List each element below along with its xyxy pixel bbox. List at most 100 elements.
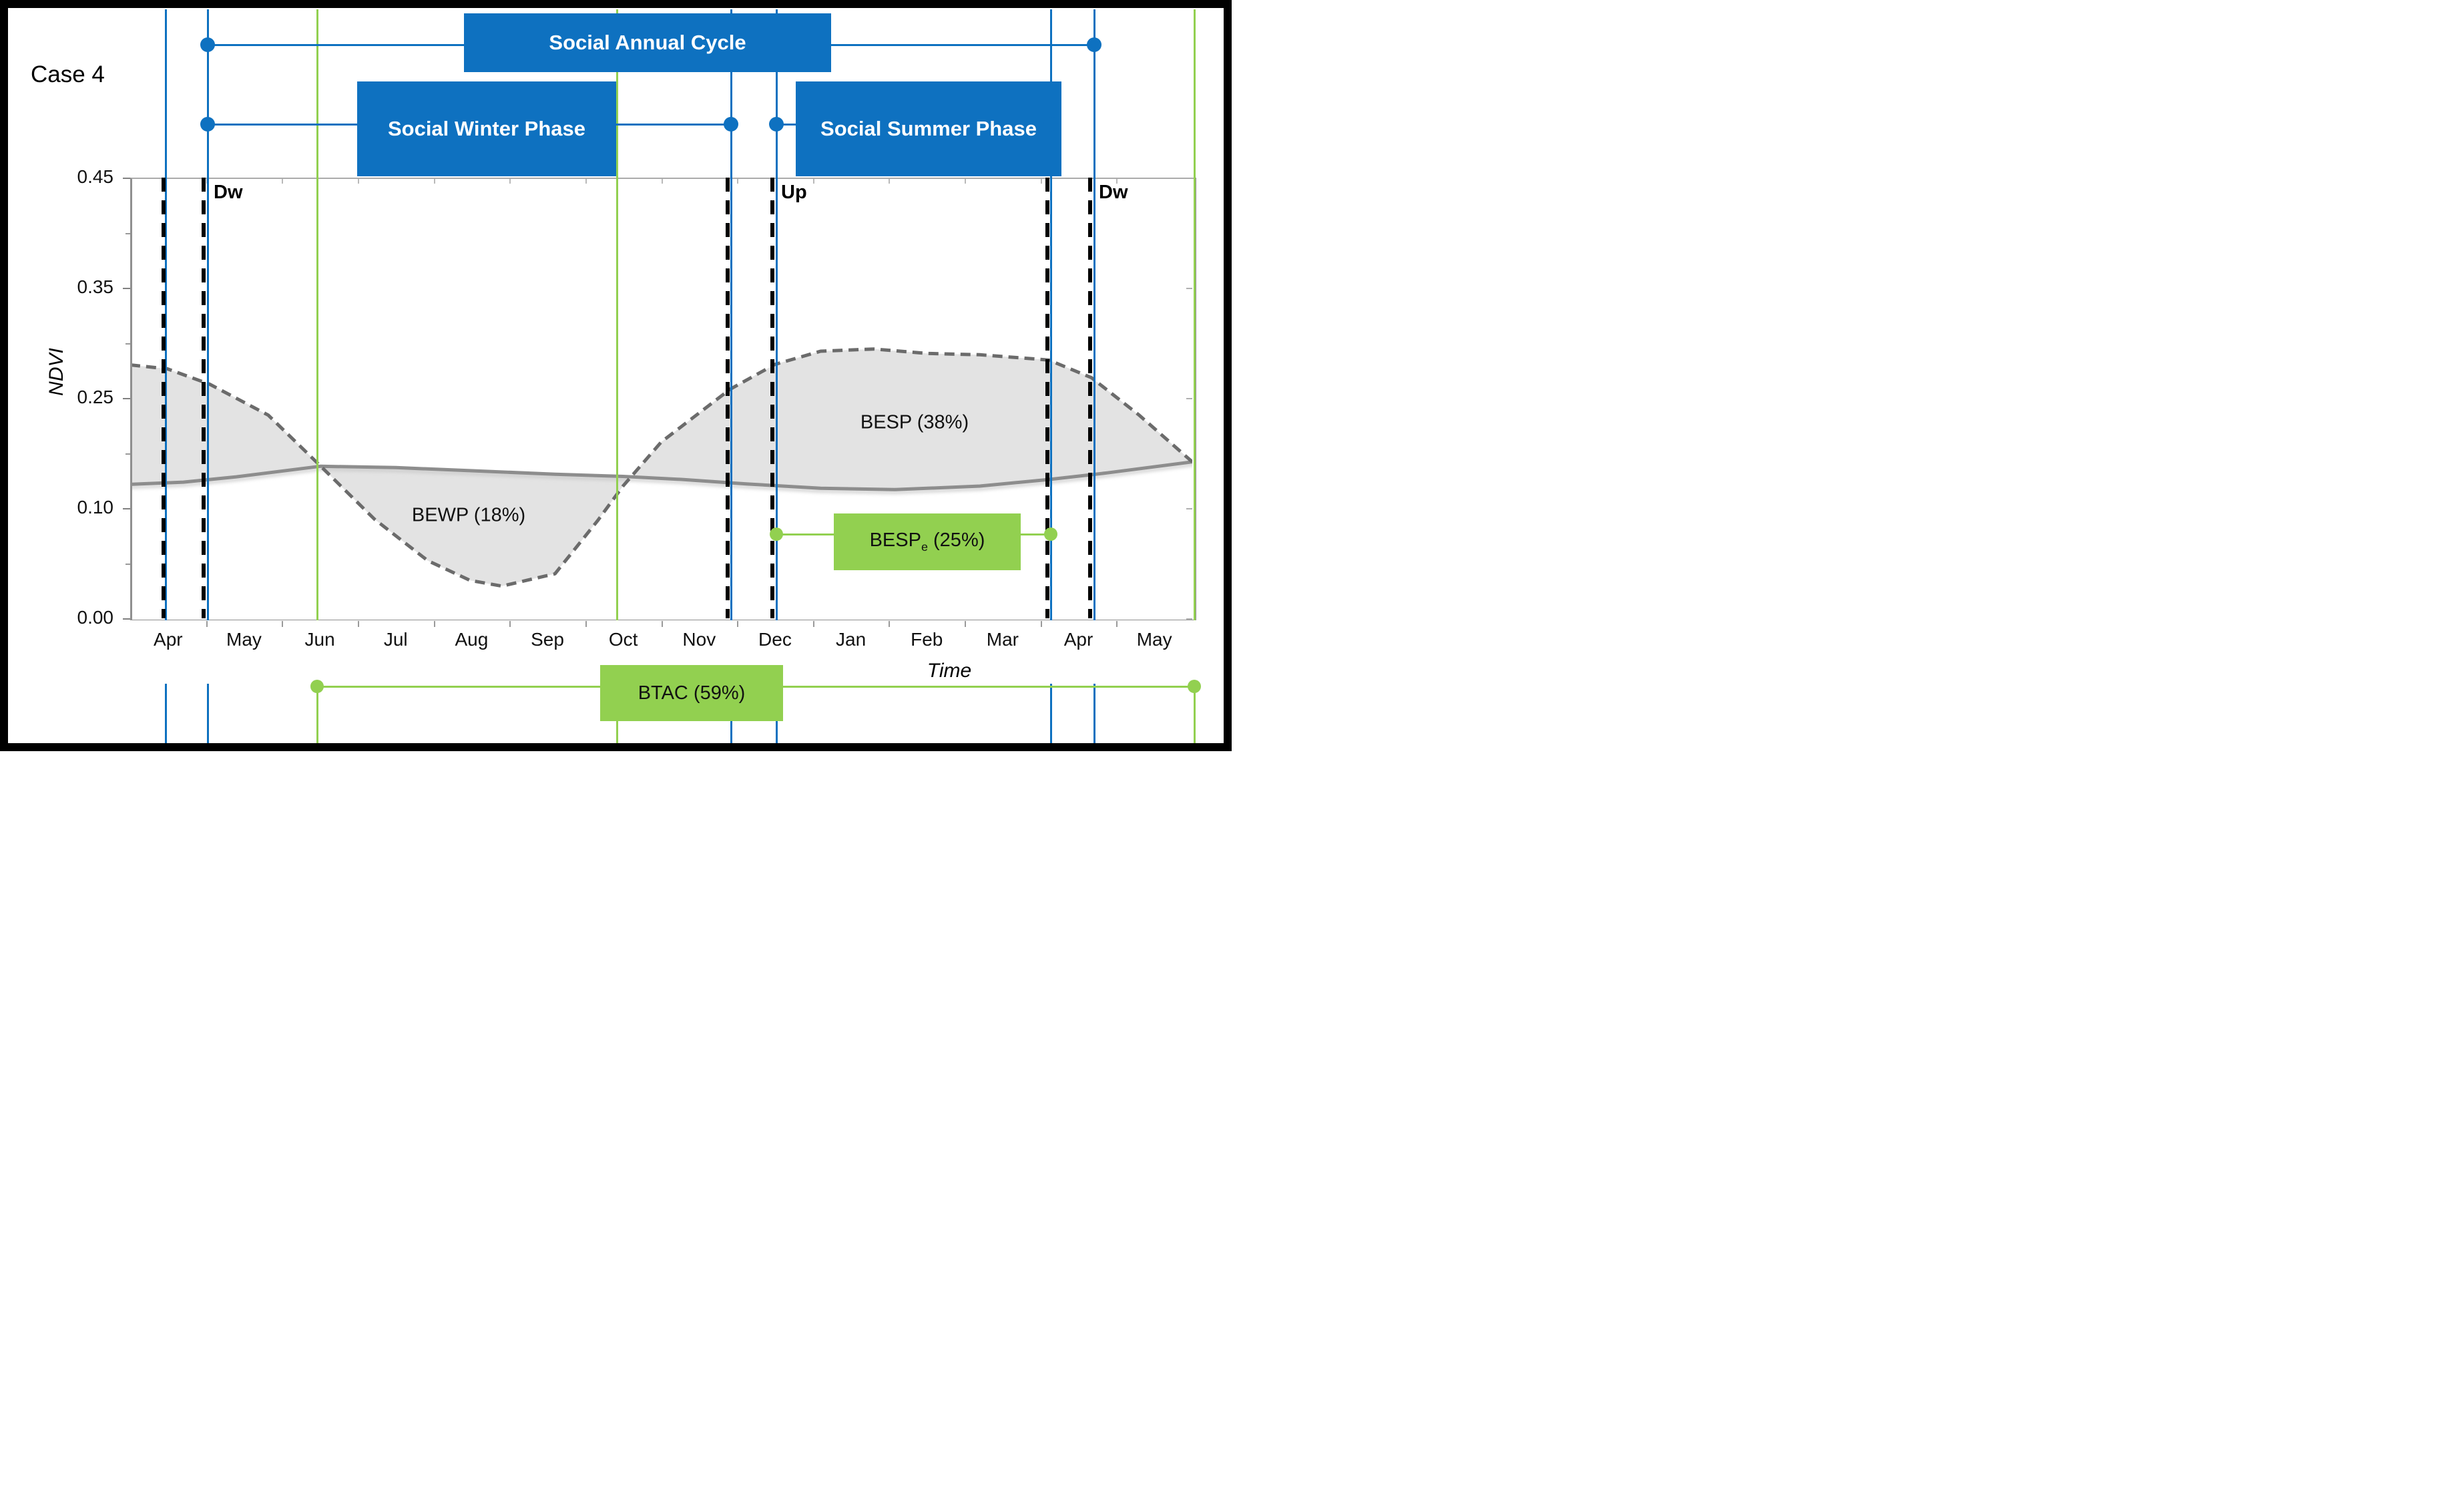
y-axis-minor-tick: [126, 232, 130, 234]
bespe-bracket-dot: [770, 527, 784, 541]
bespe-label: BESPe (25%): [869, 529, 985, 554]
besp-area-label: BESP (38%): [860, 411, 969, 433]
social-winter-phase-box: Social Winter Phase: [357, 81, 616, 176]
solid-ndvi-curve: [130, 460, 1192, 491]
top-axis-tick: [737, 179, 739, 184]
transition-dashed-line: [202, 178, 206, 618]
transition-dashed-line: [1045, 178, 1050, 618]
dw-left-label: Dw: [214, 182, 243, 203]
annual-bracket-dot: [200, 37, 216, 52]
x-axis-tick: [585, 621, 587, 627]
social-summer-phase-label: Social Summer Phase: [820, 117, 1037, 141]
transition-dashed-line: [725, 178, 730, 618]
x-axis-tick: [889, 621, 891, 627]
social-summer-phase-box: Social Summer Phase: [796, 81, 1061, 176]
top-axis-tick: [433, 179, 435, 184]
figure-title: Case 4: [31, 61, 105, 87]
social-annual-cycle-label: Social Annual Cycle: [549, 31, 746, 55]
y-axis-right-inner-tick: [1186, 288, 1192, 289]
social-date-vertical-line: [776, 9, 778, 743]
solid-curve-shadow: [130, 462, 1192, 495]
top-axis-tick: [585, 179, 587, 184]
x-axis-month-label: Sep: [531, 629, 564, 650]
x-axis-tick: [812, 621, 814, 627]
x-axis-month-label: Oct: [608, 629, 638, 650]
between-curves-shaded-area: [130, 349, 1192, 586]
x-axis-title: Time: [927, 660, 972, 682]
x-axis-month-label: Mar: [986, 629, 1019, 650]
x-axis-month-label: Jan: [836, 629, 867, 650]
x-axis-month-label: Nov: [682, 629, 716, 650]
x-axis-tick: [737, 621, 739, 627]
winter-bracket-dot: [723, 117, 738, 132]
y-axis-tick-label: 0.10: [77, 497, 114, 517]
x-axis-month-label: Apr: [154, 629, 183, 650]
top-axis-tick: [889, 179, 891, 184]
social-date-vertical-line: [1049, 9, 1052, 743]
top-axis-tick: [206, 179, 208, 184]
y-axis-right-inner-tick: [1186, 618, 1192, 620]
x-axis-tick: [1116, 621, 1118, 627]
x-axis-tick: [965, 621, 967, 627]
top-axis-tick: [661, 179, 663, 184]
transition-dashed-line: [1088, 178, 1092, 618]
bespe-box: BESPe (25%): [834, 513, 1021, 570]
y-axis-minor-tick: [126, 563, 130, 565]
transition-dashed-line: [161, 178, 166, 618]
x-axis-month-label: Dec: [758, 629, 792, 650]
x-axis-tick: [282, 621, 284, 627]
x-axis-tick: [1040, 621, 1042, 627]
y-axis-tick-label: 0.35: [77, 276, 114, 297]
y-axis-tick-label: 0.45: [77, 166, 114, 187]
bespe-bracket-dot: [1043, 527, 1057, 541]
btac-label: BTAC (59%): [638, 682, 746, 704]
x-axis-month-label: Jul: [383, 629, 408, 650]
top-axis-tick: [357, 179, 359, 184]
summer-bracket-dot: [1043, 117, 1058, 132]
plot-area: [130, 178, 1196, 622]
x-axis-tick: [509, 621, 511, 627]
y-axis-right-inner-tick: [1186, 508, 1192, 509]
annual-bracket-dot: [1086, 37, 1101, 52]
ecological-date-vertical-line: [316, 9, 318, 743]
x-axis-month-label: Apr: [1063, 629, 1093, 650]
winter-bracket-dot: [200, 117, 216, 132]
x-axis-tick: [206, 621, 208, 627]
dashed-ndvi-curve: [130, 347, 1192, 588]
x-axis-month-label: May: [226, 629, 262, 650]
top-axis-tick: [1116, 179, 1118, 184]
y-axis-minor-tick: [126, 453, 130, 455]
up-label: Up: [781, 182, 807, 203]
x-axis-tick: [661, 621, 663, 627]
y-axis-major-tick: [123, 618, 130, 620]
ecological-date-vertical-line: [1194, 9, 1196, 743]
top-axis-tick: [812, 179, 814, 184]
x-axis-tick: [433, 621, 435, 627]
top-axis-tick: [509, 179, 511, 184]
social-annual-cycle-box: Social Annual Cycle: [464, 13, 831, 72]
x-axis-month-label: Aug: [455, 629, 489, 650]
btac-box: BTAC (59%): [600, 665, 783, 721]
x-axis-month-label: Jun: [304, 629, 335, 650]
social-date-vertical-line: [164, 9, 167, 743]
top-axis-tick: [282, 179, 284, 184]
y-axis-major-tick: [123, 178, 130, 179]
transition-dashed-line: [770, 178, 775, 618]
social-date-vertical-line: [207, 9, 210, 743]
social-winter-phase-label: Social Winter Phase: [387, 117, 586, 141]
btac-bracket-dot: [310, 680, 324, 693]
summer-bracket-dot: [769, 117, 784, 132]
y-axis-tick-label: 0.00: [77, 607, 114, 628]
ecological-date-vertical-line: [615, 9, 618, 743]
y-axis-major-tick: [123, 508, 130, 509]
y-axis-right-inner-tick: [1186, 398, 1192, 399]
social-date-vertical-line: [1093, 9, 1095, 743]
top-axis-tick: [1040, 179, 1042, 184]
x-axis-month-label: Feb: [911, 629, 943, 650]
y-axis-minor-tick: [126, 343, 130, 345]
y-axis-major-tick: [123, 398, 130, 399]
bewp-area-label: BEWP (18%): [411, 504, 526, 526]
dw-right-label: Dw: [1099, 182, 1128, 203]
x-axis-month-label: May: [1136, 629, 1172, 650]
top-axis-tick: [965, 179, 967, 184]
